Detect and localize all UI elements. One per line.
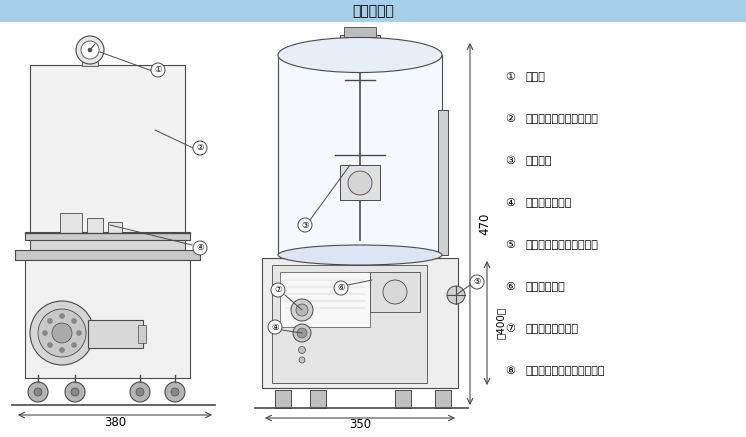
Circle shape — [71, 388, 79, 396]
Text: ⑥: ⑥ — [505, 282, 515, 292]
FancyBboxPatch shape — [25, 260, 190, 378]
Circle shape — [470, 275, 484, 289]
Circle shape — [38, 309, 86, 357]
Text: 350: 350 — [349, 419, 371, 431]
Text: ⑤: ⑤ — [473, 277, 480, 287]
FancyBboxPatch shape — [60, 213, 82, 233]
Circle shape — [43, 330, 48, 336]
Circle shape — [298, 347, 306, 354]
FancyBboxPatch shape — [272, 265, 427, 383]
Circle shape — [30, 301, 94, 365]
Circle shape — [60, 347, 64, 353]
FancyBboxPatch shape — [108, 222, 122, 233]
Text: 攪拌タイマー: 攪拌タイマー — [525, 282, 565, 292]
FancyBboxPatch shape — [435, 390, 451, 408]
Circle shape — [136, 388, 144, 396]
Circle shape — [383, 280, 407, 304]
Circle shape — [296, 304, 308, 316]
FancyBboxPatch shape — [310, 390, 326, 408]
FancyBboxPatch shape — [275, 390, 291, 408]
Text: ⑥: ⑥ — [337, 284, 345, 292]
Text: 470: 470 — [478, 213, 491, 235]
Text: ⑦: ⑦ — [275, 285, 282, 295]
Circle shape — [28, 382, 48, 402]
Circle shape — [193, 241, 207, 255]
FancyBboxPatch shape — [30, 240, 185, 250]
Circle shape — [268, 320, 282, 334]
Circle shape — [165, 382, 185, 402]
FancyBboxPatch shape — [370, 272, 420, 312]
Circle shape — [271, 283, 285, 297]
FancyBboxPatch shape — [15, 250, 200, 260]
Circle shape — [48, 343, 52, 347]
Text: 回転数変速ツマミ: 回転数変速ツマミ — [525, 324, 578, 334]
Circle shape — [193, 141, 207, 155]
Circle shape — [297, 328, 307, 338]
Circle shape — [334, 281, 348, 295]
Circle shape — [81, 41, 99, 59]
Circle shape — [76, 36, 104, 64]
Text: タンクホルダー: タンクホルダー — [525, 198, 571, 208]
FancyBboxPatch shape — [262, 258, 458, 388]
Circle shape — [34, 388, 42, 396]
Circle shape — [130, 382, 150, 402]
Text: ③: ③ — [301, 221, 309, 229]
Text: 攪拌羽根: 攪拌羽根 — [525, 156, 551, 166]
Circle shape — [293, 324, 311, 342]
FancyBboxPatch shape — [344, 27, 376, 37]
FancyBboxPatch shape — [30, 65, 185, 235]
Text: 380: 380 — [104, 416, 126, 429]
FancyBboxPatch shape — [25, 232, 190, 240]
Text: ⑦: ⑦ — [505, 324, 515, 334]
Text: ⑧: ⑧ — [505, 366, 515, 376]
FancyBboxPatch shape — [87, 218, 103, 233]
Text: 回転方向切り替えスイッチ: 回転方向切り替えスイッチ — [525, 366, 604, 376]
Text: 外形寸法図: 外形寸法図 — [352, 4, 394, 18]
Text: ③: ③ — [505, 156, 515, 166]
FancyBboxPatch shape — [82, 50, 98, 66]
FancyBboxPatch shape — [395, 390, 411, 408]
Circle shape — [48, 319, 52, 323]
Text: 真空計: 真空計 — [525, 72, 545, 82]
Circle shape — [291, 299, 313, 321]
Circle shape — [151, 63, 165, 77]
Circle shape — [72, 343, 77, 347]
Text: ④: ④ — [505, 198, 515, 208]
Circle shape — [298, 218, 312, 232]
Circle shape — [72, 319, 77, 323]
Ellipse shape — [278, 38, 442, 73]
Text: ②: ② — [196, 143, 204, 153]
Ellipse shape — [278, 245, 442, 265]
Circle shape — [171, 388, 179, 396]
Circle shape — [65, 382, 85, 402]
FancyBboxPatch shape — [280, 272, 370, 327]
Text: ①: ① — [154, 66, 162, 74]
Circle shape — [60, 313, 64, 319]
Text: 真空排気切り替えバルブ: 真空排気切り替えバルブ — [525, 240, 598, 250]
FancyBboxPatch shape — [138, 325, 146, 343]
FancyBboxPatch shape — [278, 55, 442, 255]
Circle shape — [88, 48, 92, 52]
Text: ⑤: ⑤ — [505, 240, 515, 250]
FancyBboxPatch shape — [438, 110, 448, 255]
Text: 真空槽（透明アクリル）: 真空槽（透明アクリル） — [525, 114, 598, 124]
Circle shape — [447, 286, 465, 304]
Text: （400）: （400） — [496, 307, 506, 339]
Text: ⑧: ⑧ — [272, 323, 279, 332]
Circle shape — [348, 171, 372, 195]
FancyBboxPatch shape — [88, 320, 143, 348]
FancyBboxPatch shape — [340, 165, 380, 200]
Text: ①: ① — [505, 72, 515, 82]
FancyBboxPatch shape — [0, 0, 746, 22]
Text: ④: ④ — [196, 243, 204, 253]
Text: ②: ② — [505, 114, 515, 124]
FancyBboxPatch shape — [340, 35, 380, 49]
Circle shape — [299, 357, 305, 363]
Circle shape — [77, 330, 81, 336]
Circle shape — [52, 323, 72, 343]
